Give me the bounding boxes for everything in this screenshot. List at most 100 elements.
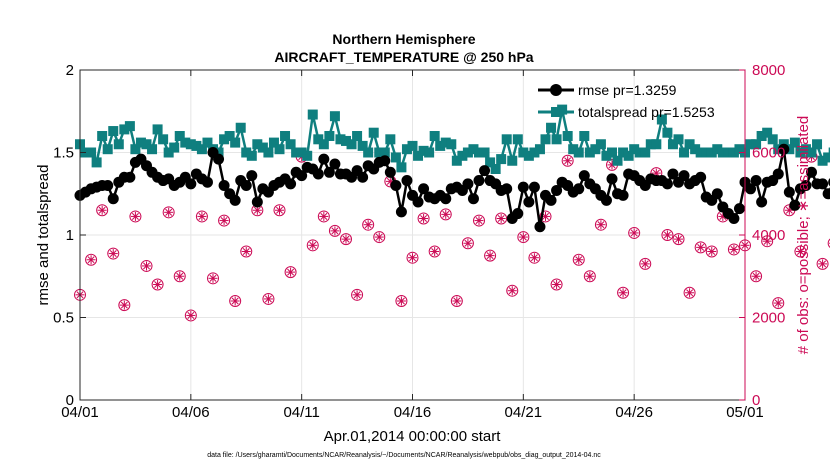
obs-point — [218, 214, 231, 227]
obs-assimilated-marker — [264, 295, 272, 303]
rmse-point — [783, 186, 795, 198]
obs-assimilated-marker — [364, 221, 372, 229]
totalspread-point — [656, 114, 667, 125]
totalspread-point — [523, 150, 534, 161]
rmse-point — [711, 188, 723, 200]
totalspread-point — [634, 147, 645, 158]
obs-possible-marker — [583, 270, 596, 283]
obs-possible-marker — [218, 214, 231, 227]
totalspread-point — [468, 144, 479, 155]
rmse-point — [517, 181, 529, 193]
x-tick-label: 04/21 — [505, 404, 543, 421]
obs-possible-marker — [351, 288, 364, 301]
rmse-point — [661, 178, 673, 190]
obs-possible-marker — [539, 210, 552, 223]
obs-possible-marker — [306, 239, 319, 252]
totalspread-point — [485, 157, 496, 168]
y-tick-label: 0 — [66, 392, 74, 409]
totalspread-point — [590, 144, 601, 155]
obs-point — [362, 218, 375, 231]
obs-assimilated-marker — [774, 299, 782, 307]
obs-point — [750, 270, 763, 283]
obs-possible-marker — [273, 204, 286, 217]
totalspread-point — [429, 131, 440, 141]
totalspread-point — [152, 124, 163, 135]
obs-possible-marker — [195, 210, 208, 223]
obs-possible-marker — [428, 245, 441, 258]
obs-point — [340, 233, 352, 246]
totalspread-point — [379, 147, 390, 158]
obs-assimilated-marker — [519, 233, 527, 241]
obs-point — [306, 239, 319, 252]
obs-assimilated-marker — [275, 206, 284, 214]
rmse-point — [600, 194, 612, 206]
obs-possible-marker — [617, 286, 630, 299]
y-tick-label: 1.5 — [53, 145, 74, 162]
obs-possible-marker — [240, 245, 253, 258]
obs-assimilated-marker — [397, 297, 405, 305]
obs-assimilated-marker — [663, 231, 671, 239]
y-tick-label: 0.5 — [53, 310, 74, 327]
rmse-point — [728, 213, 740, 224]
obs-assimilated-marker — [486, 252, 494, 260]
totalspread-point — [213, 147, 224, 158]
obs-point — [96, 204, 109, 217]
totalspread-point — [346, 139, 357, 150]
x-axis-label: Apr.01,2014 00:00:00 start — [324, 428, 502, 445]
totalspread-point — [457, 150, 468, 161]
obs-point — [240, 245, 253, 258]
totalspread-point — [86, 147, 97, 158]
rmse-point — [551, 184, 563, 196]
y2-axis-label: # of obs: o=possible; ∗=assimilated — [795, 116, 812, 355]
obs-assimilated-marker — [575, 256, 583, 264]
obs-possible-marker — [417, 212, 430, 225]
totalspread-point — [712, 144, 723, 155]
obs-point — [628, 226, 641, 239]
obs-assimilated-marker — [408, 254, 417, 262]
totalspread-point — [789, 137, 800, 148]
obs-possible-marker — [727, 243, 740, 256]
obs-point — [129, 210, 142, 223]
totalspread-point — [562, 131, 573, 141]
rmse-point — [817, 178, 829, 190]
totalspread-point — [756, 131, 767, 141]
obs-point — [450, 295, 463, 307]
rmse-point — [789, 199, 801, 211]
totalspread-point — [496, 154, 507, 165]
totalspread-point — [512, 134, 523, 145]
totalspread-point — [119, 124, 130, 135]
obs-point — [417, 212, 430, 225]
totalspread-point — [817, 155, 828, 166]
totalspread-point — [274, 144, 285, 155]
totalspread-point — [196, 144, 207, 155]
obs-assimilated-marker — [353, 291, 361, 299]
obs-assimilated-marker — [431, 247, 439, 256]
totalspread-point — [307, 109, 318, 120]
totalspread-point — [235, 122, 246, 133]
totalspread-point — [800, 144, 811, 155]
obs-assimilated-marker — [220, 217, 228, 225]
rmse-point — [246, 170, 258, 182]
totalspread-point — [390, 152, 401, 163]
totalspread-point — [667, 139, 678, 150]
obs-point — [118, 299, 131, 312]
totalspread-point — [302, 150, 313, 161]
rmse-point — [379, 155, 391, 167]
obs-point — [428, 245, 441, 258]
rmse-point — [534, 221, 546, 233]
totalspread-point — [180, 137, 191, 148]
obs-assimilated-marker — [309, 241, 317, 249]
rmse-point — [756, 196, 768, 208]
obs-possible-marker — [528, 251, 541, 264]
totalspread-point — [97, 131, 108, 141]
obs-possible-marker — [473, 214, 485, 227]
totalspread-point — [728, 147, 739, 158]
totalspread-point — [568, 144, 579, 155]
y2-tick-label: 0 — [752, 392, 760, 409]
totalspread-point — [318, 139, 329, 150]
obs-assimilated-marker — [597, 221, 605, 229]
y2-tick-label: 8000 — [752, 62, 785, 79]
obs-assimilated-marker — [763, 237, 771, 245]
obs-possible-marker — [772, 297, 785, 310]
obs-assimilated-marker — [619, 289, 627, 297]
